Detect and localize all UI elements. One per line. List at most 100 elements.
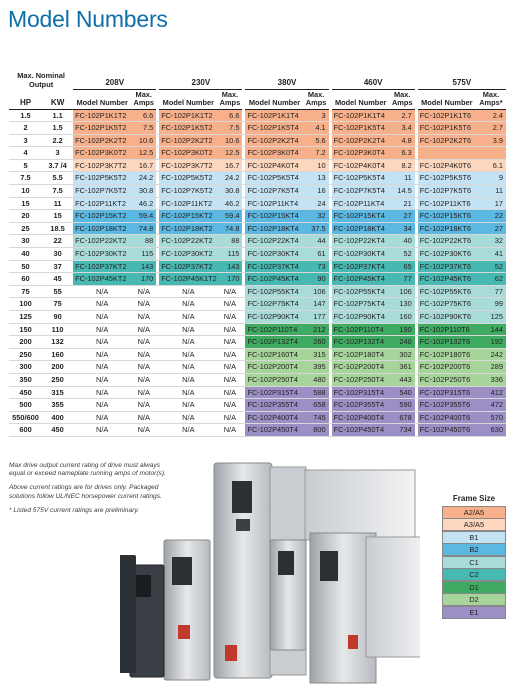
gap: [414, 360, 418, 374]
model-cell: FC-102P11KT2: [73, 197, 132, 211]
amps-cell: 678: [389, 411, 415, 425]
model-cell: N/A: [159, 297, 218, 311]
amps-cell: [475, 146, 506, 160]
gap: [242, 247, 246, 261]
model-cell: FC-102P315T4: [245, 386, 304, 400]
model-cell: FC-102P45KT4: [331, 272, 390, 286]
amps-cell: 630: [475, 423, 506, 437]
gap: [242, 260, 246, 274]
model-cell: FC-102P2K2T6: [417, 134, 476, 148]
gap: [328, 348, 332, 362]
amps-cell: 62: [475, 272, 506, 286]
model-cell: FC-102P2K2T4: [245, 134, 304, 148]
gap: [328, 222, 332, 236]
rating-cell: 25: [9, 222, 43, 236]
model-cell: FC-102P75KT4: [245, 297, 304, 311]
model-cell: FC-102P200T4: [245, 360, 304, 374]
gap: [328, 310, 332, 324]
amps-cell: 190: [389, 323, 415, 337]
amps-cell: 24.2: [131, 171, 157, 186]
rating-cell: 3: [42, 146, 74, 160]
model-cell: FC-102P15KT4: [331, 209, 390, 223]
model-cell: FC-102P15KT2: [159, 209, 218, 223]
amps-cell: 40: [389, 234, 415, 249]
model-cell: FC-102P400T4: [331, 411, 390, 425]
switch: [225, 645, 237, 661]
rating-cell: 500: [9, 398, 43, 412]
gap: [414, 373, 418, 387]
amps-cell: 30.8: [131, 184, 157, 198]
model-cell: FC-102P7K5T2: [73, 184, 132, 198]
rating-cell: 355: [42, 398, 74, 412]
model-cell: N/A: [73, 285, 132, 299]
model-cell: FC-102P18KT2: [159, 222, 218, 236]
model-cell: FC-102P315T4: [331, 386, 390, 400]
gap: [156, 247, 160, 261]
amps-cell: 46.2: [131, 197, 157, 211]
model-cell: FC-102P200T4: [331, 360, 390, 374]
rating-cell: 90: [42, 310, 74, 324]
rating-cell: 250: [9, 348, 43, 362]
table-row: 250 160 N/A N/A N/A N/A FC-102P160T4 315 FC-102P…: [9, 348, 506, 362]
legend-title: Frame Size: [452, 494, 496, 503]
voltage-header: 208V: [73, 72, 157, 90]
model-cell: FC-102P3K0T2: [73, 146, 132, 160]
model-cell: FC-102P2K2T4: [331, 134, 390, 148]
amps-cell: N/A: [131, 386, 157, 400]
model-cell: FC-102P1K1T2: [73, 109, 132, 123]
amps-cell: 61: [303, 247, 329, 261]
amps-cell: 8.2: [389, 159, 415, 173]
amps-cell: 11: [475, 184, 506, 198]
table-row: 75 55 N/A N/A N/A N/A FC-102P55KT4 106 FC-102P55…: [9, 285, 506, 299]
gap: [242, 297, 246, 311]
amps-cell: 74.8: [131, 222, 157, 236]
amps-cell: 6.6: [131, 109, 157, 123]
amps-cell: N/A: [131, 335, 157, 349]
model-cell: N/A: [73, 323, 132, 337]
gap: [328, 247, 332, 261]
model-cell: FC-102P3K7T2: [159, 159, 218, 173]
model-cell: FC-102P7K5T2: [159, 184, 218, 198]
gap: [328, 398, 332, 412]
amps-cell: 260: [303, 335, 329, 349]
table-row: 3 2.2 FC-102P2K2T2 10.6 FC-102P2K2T2 10.6 FC-1…: [9, 134, 506, 148]
model-cell: FC-102P5K5T6: [417, 171, 476, 186]
model-cell: FC-102P22KT6: [417, 234, 476, 249]
amps-cell: 17: [475, 197, 506, 211]
legend-item: B2: [442, 543, 506, 556]
column-header: Max. Amps: [389, 89, 415, 110]
drive-illustration: [120, 462, 420, 684]
gap: [414, 348, 418, 362]
model-cell: FC-102P7K5T4: [331, 184, 390, 198]
amps-cell: 41: [475, 247, 506, 261]
model-cell: FC-102P1K1T6: [417, 109, 476, 123]
amps-cell: 6.1: [475, 159, 506, 173]
gap: [414, 335, 418, 349]
amps-cell: 14.5: [389, 184, 415, 198]
rating-cell: 350: [9, 373, 43, 387]
gap: [414, 272, 418, 286]
amps-cell: 7.5: [131, 121, 157, 135]
gap: [414, 411, 418, 425]
legend-item: A3/A5: [442, 518, 506, 531]
model-cell: FC-102P5K5T2: [73, 171, 132, 186]
rating-cell: 450: [42, 423, 74, 437]
amps-cell: 3.4: [389, 121, 415, 135]
gap: [328, 146, 332, 160]
model-cell: N/A: [73, 411, 132, 425]
title: Model Numbers: [8, 6, 168, 32]
legend-item: D2: [442, 593, 506, 606]
amps-cell: 588: [303, 386, 329, 400]
gap: [156, 171, 160, 186]
amps-cell: 65: [389, 260, 415, 274]
amps-cell: 30.8: [217, 184, 243, 198]
amps-cell: 2.4: [475, 109, 506, 123]
rating-cell: 200: [42, 360, 74, 374]
rating-cell: 20: [9, 209, 43, 223]
amps-cell: 11: [389, 171, 415, 186]
amps-cell: 125: [475, 310, 506, 324]
legend-item: A2/A5: [442, 505, 506, 519]
model-cell: FC-102P5K5T4: [245, 171, 304, 186]
gap: [242, 146, 246, 160]
model-cell: FC-102P1K5T2: [73, 121, 132, 135]
